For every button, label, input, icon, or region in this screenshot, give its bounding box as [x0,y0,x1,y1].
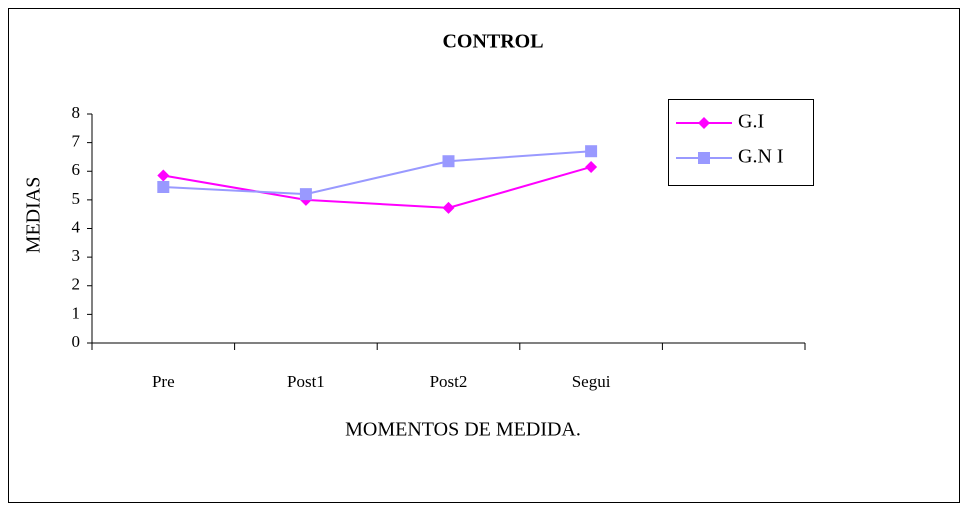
y-tick-label: 4 [72,217,81,236]
x-tick-label: Post2 [430,372,468,391]
y-tick-label: 3 [72,246,81,265]
legend-box [668,99,814,186]
y-tick-label: 1 [72,303,81,322]
chart-border [8,8,960,503]
legend-label: G.I [738,111,764,133]
x-tick-label: Pre [152,372,175,391]
y-tick-label: 7 [72,132,81,151]
y-axis-label: MEDIAS [23,177,45,254]
y-tick-label: 2 [72,275,81,294]
data-point [585,145,598,158]
data-point [585,160,598,173]
series-line [163,150,592,196]
data-point [299,188,312,201]
series-line [163,165,592,209]
chart-title: CONTROL [442,31,543,53]
y-tick-label: 8 [72,103,81,122]
y-tick-label: 6 [72,160,81,179]
y-tick-label: 0 [72,332,81,351]
y-tick-label: 5 [72,189,81,208]
x-tick-label: Segui [572,372,611,391]
legend-label: G.N I [738,146,784,168]
data-point [442,201,455,214]
x-axis-label: MOMENTOS DE MEDIDA. [345,419,581,441]
legend-marker [698,117,710,129]
data-point [442,155,455,168]
data-point [157,169,170,182]
data-point [157,180,170,193]
x-tick-label: Post1 [287,372,325,391]
legend-marker [698,152,710,164]
